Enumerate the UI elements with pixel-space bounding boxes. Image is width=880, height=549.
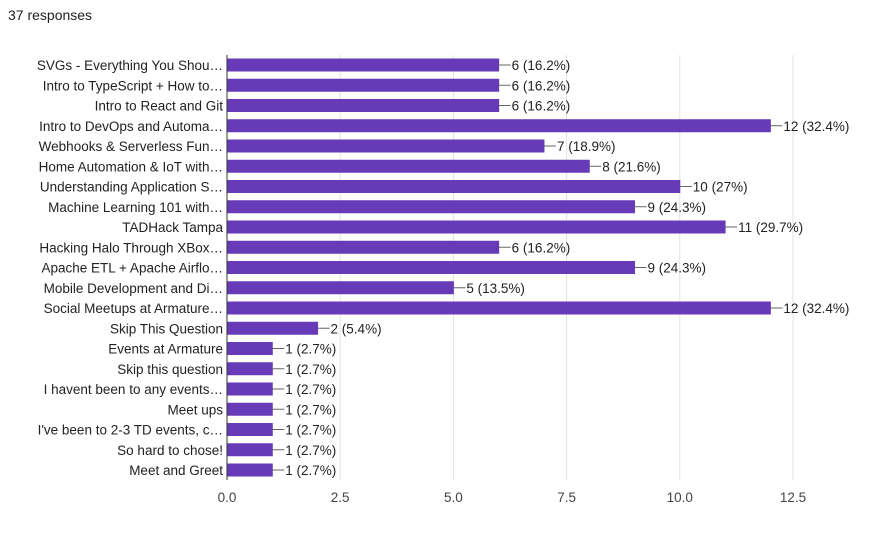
x-tick-label: 10.0 [667, 490, 693, 505]
x-tick-label: 0.0 [218, 490, 237, 505]
data-label: 5 (13.5%) [466, 281, 525, 296]
category-label: Intro to DevOps and Automa… [39, 119, 223, 134]
bar [227, 301, 771, 315]
data-label: 7 (18.9%) [557, 139, 616, 154]
category-label: Mobile Development and Di… [44, 281, 223, 296]
bar [227, 342, 273, 355]
category-label: Machine Learning 101 with… [48, 200, 223, 215]
bar [227, 463, 273, 477]
category-label: Intro to TypeScript + How to… [43, 78, 223, 93]
x-tick-label: 7.5 [557, 490, 576, 505]
data-label: 1 (2.7%) [285, 342, 336, 357]
data-label: 9 (24.3%) [648, 200, 707, 215]
bar [227, 281, 454, 295]
bar [227, 240, 500, 254]
bar [227, 119, 771, 133]
category-label: Meet ups [167, 402, 223, 417]
category-label: Home Automation & IoT with… [39, 159, 223, 174]
bar [227, 362, 273, 376]
bar [227, 180, 681, 193]
category-label: So hard to chose! [117, 443, 223, 458]
bar [227, 220, 726, 234]
data-label: 9 (24.3%) [648, 261, 707, 276]
data-label: 1 (2.7%) [285, 443, 336, 458]
bar [227, 159, 590, 173]
response-count: 37 responses [8, 7, 93, 23]
data-label: 10 (27%) [693, 180, 748, 195]
category-label: Intro to React and Git [95, 99, 224, 114]
x-tick-label: 5.0 [444, 490, 463, 505]
category-label: TADHack Tampa [122, 220, 223, 235]
bar [227, 321, 319, 335]
bar [227, 200, 636, 214]
category-label: Apache ETL + Apache Airflo… [42, 261, 224, 276]
x-tick-label: 2.5 [331, 490, 350, 505]
data-label: 1 (2.7%) [285, 463, 336, 478]
category-label: SVGs - Everything You Shou… [37, 58, 223, 73]
data-label: 2 (5.4%) [331, 321, 382, 336]
bar [227, 382, 273, 396]
bar [227, 402, 273, 416]
bar [227, 139, 545, 153]
bar [227, 261, 636, 274]
category-label: I havent been to any events… [44, 382, 223, 397]
data-label: 6 (16.2%) [512, 78, 571, 93]
bar [227, 58, 500, 72]
data-label: 1 (2.7%) [285, 423, 336, 438]
data-label: 11 (29.7%) [738, 220, 803, 235]
data-label: 1 (2.7%) [285, 362, 336, 377]
data-label: 6 (16.2%) [512, 99, 571, 114]
data-label: 1 (2.7%) [285, 402, 336, 417]
category-label: Understanding Application S… [40, 180, 223, 195]
data-label: 8 (21.6%) [602, 159, 661, 174]
category-label: Webhooks & Serverless Fun… [39, 139, 223, 154]
category-label: Skip This Question [110, 321, 223, 336]
bar [227, 78, 500, 92]
category-label: Meet and Greet [129, 463, 223, 478]
data-label: 6 (16.2%) [512, 58, 571, 73]
bar [227, 99, 500, 112]
category-label: Hacking Halo Through XBox… [39, 240, 223, 255]
x-tick-label: 12.5 [780, 490, 806, 505]
bar [227, 423, 273, 436]
data-label: 12 (32.4%) [783, 119, 849, 134]
category-label: I've been to 2-3 TD events, c… [38, 423, 223, 438]
category-label: Events at Armature [108, 342, 223, 357]
data-label: 6 (16.2%) [512, 240, 571, 255]
bar [227, 443, 273, 457]
category-label: Social Meetups at Armature… [44, 301, 223, 316]
data-label: 1 (2.7%) [285, 382, 336, 397]
data-label: 12 (32.4%) [783, 301, 849, 316]
category-label: Skip this question [117, 362, 223, 377]
